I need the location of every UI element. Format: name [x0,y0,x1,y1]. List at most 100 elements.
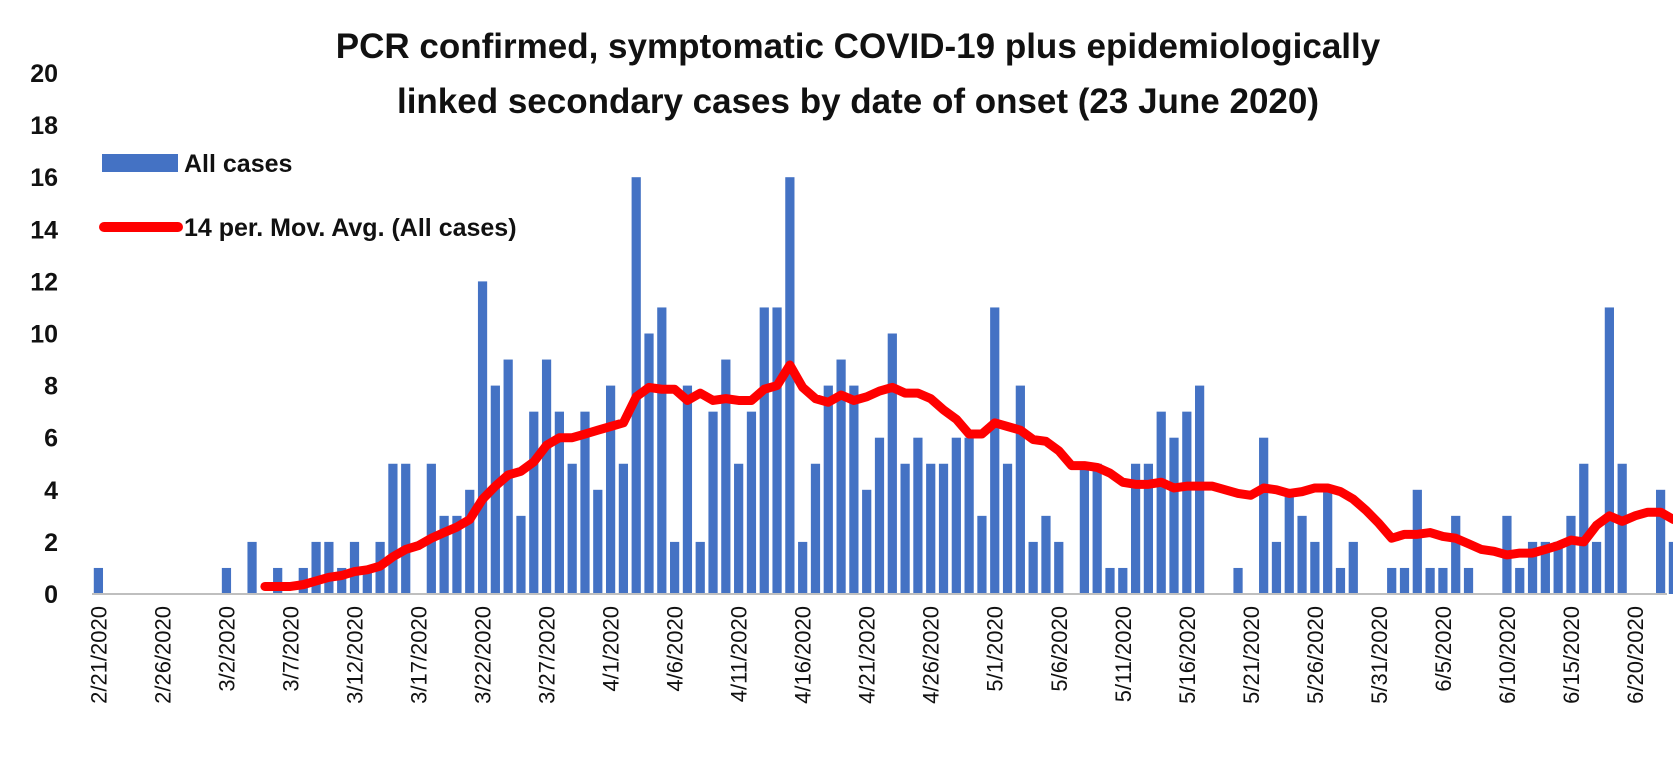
x-tick-label: 4/26/2020 [919,606,944,704]
bar [759,307,769,594]
bar [1105,567,1115,594]
bar [657,307,667,594]
bar [618,463,629,594]
x-tick-label: 3/2/2020 [214,606,239,692]
bar [900,463,910,594]
bar [362,567,372,594]
bar [93,567,104,594]
y-axis-ticks: 0 2 4 6 8 10 12 14 16 18 20 [30,60,58,609]
bar [913,437,923,594]
bar [1438,567,1448,594]
y-tick-label: 14 [30,216,58,244]
bar [746,411,757,594]
bar [1463,567,1474,594]
x-tick-label: 5/6/2020 [1047,606,1072,692]
bar [1169,437,1179,594]
bar [311,541,321,594]
bar [798,541,808,594]
x-tick-label: 5/16/2020 [1175,606,1200,704]
x-tick-label: 6/15/2020 [1559,606,1584,704]
x-tick-label: 5/21/2020 [1239,606,1264,704]
bar [785,177,795,594]
chart-title-line-2: linked secondary cases by date of onset … [397,82,1319,121]
bar [1015,385,1025,594]
bar [1412,489,1422,594]
bar [990,307,1000,594]
bar [695,541,705,594]
bar [477,281,488,594]
bar [1387,567,1397,594]
bar [1054,541,1064,594]
bar [862,489,872,594]
x-tick-label: 4/1/2020 [599,606,624,692]
bar [1284,489,1294,594]
x-tick-label: 2/21/2020 [86,606,111,704]
y-tick-label: 6 [44,425,58,453]
bar [1143,463,1154,594]
bar [1553,541,1563,594]
bar [1566,515,1576,594]
bar [1425,567,1435,594]
bar [401,463,411,594]
y-tick-label: 18 [30,112,58,140]
bar [1130,463,1141,594]
x-tick-label: 5/11/2020 [1111,606,1136,702]
bar [682,385,693,594]
x-tick-label: 4/16/2020 [791,606,816,704]
bar [516,515,526,594]
x-tick-label: 5/26/2020 [1303,606,1328,704]
bar [721,359,731,594]
bar [529,411,539,594]
bar [1527,541,1538,594]
bar [1323,489,1333,594]
bar [644,333,654,594]
bar [1540,541,1550,594]
bar [1591,541,1602,594]
bar [580,411,590,594]
x-tick-label: 3/17/2020 [407,606,432,704]
x-tick-label: 5/31/2020 [1367,606,1392,704]
bar [221,567,232,594]
y-tick-label: 8 [44,373,58,401]
bar [938,463,949,594]
chart-title-line-1: PCR confirmed, symptomatic COVID-19 plus… [336,27,1381,66]
x-tick-label: 4/21/2020 [855,606,880,704]
legend-label-moving-average: 14 per. Mov. Avg. (All cases) [184,214,517,242]
y-tick-label: 2 [44,529,58,557]
bar [1233,567,1243,594]
x-tick-label: 3/27/2020 [535,606,560,704]
y-tick-label: 0 [44,581,58,609]
bar [951,437,961,594]
x-tick-label: 3/12/2020 [343,606,368,704]
bar [836,359,846,594]
x-tick-label: 6/10/2020 [1495,606,1520,704]
bar [823,385,833,594]
moving-average-line [260,360,1673,591]
bar-series [93,177,1673,594]
bar [670,541,680,594]
bar [1515,567,1525,594]
bar [388,463,398,594]
bar [1604,307,1614,594]
bar [465,489,475,594]
bar [849,385,859,594]
bar [439,515,449,594]
bar [593,489,603,594]
bar [605,385,616,594]
bar [452,515,462,594]
x-tick-label: 3/22/2020 [471,606,496,704]
bar [247,541,257,594]
x-tick-label: 3/7/2020 [278,606,303,692]
legend-swatch-all-cases [102,154,178,172]
bar [964,437,974,594]
bar [874,437,885,594]
y-tick-label: 16 [30,164,58,192]
bar [810,463,821,594]
y-tick-label: 10 [30,321,58,349]
bar [1579,463,1589,594]
bar [324,541,334,594]
bar [631,177,641,594]
bar [926,463,936,594]
